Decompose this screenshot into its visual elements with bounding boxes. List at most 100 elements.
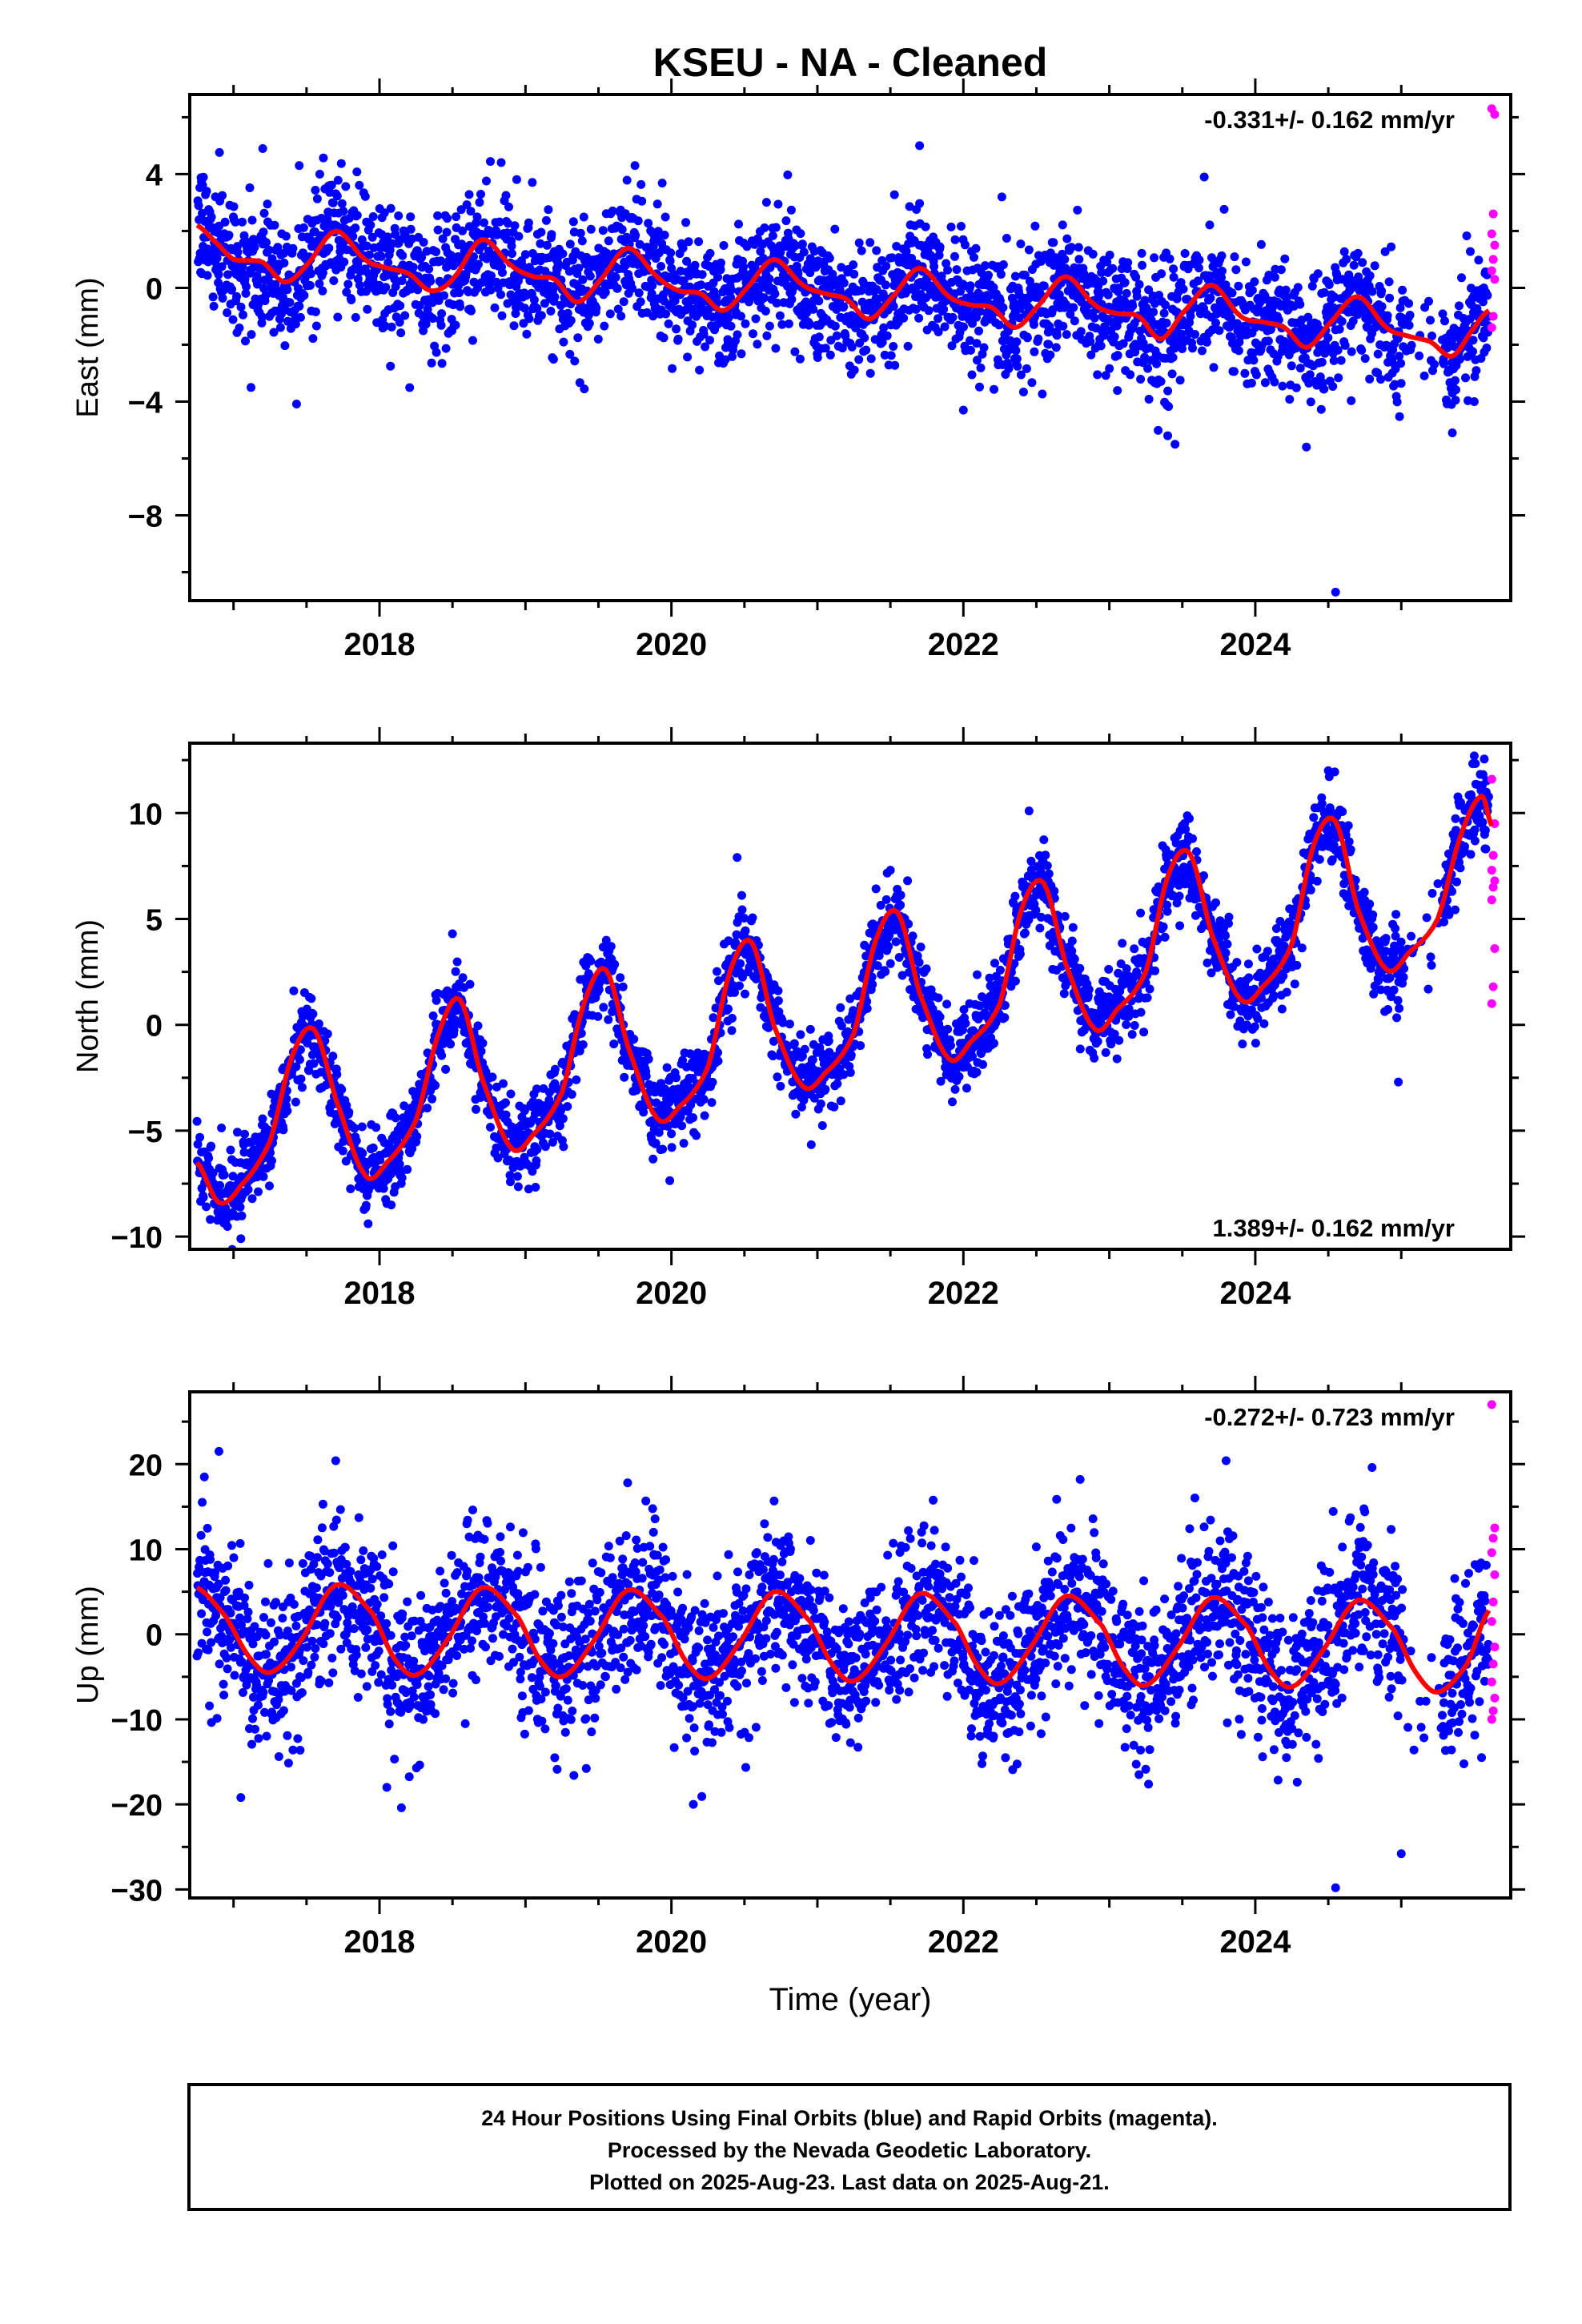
final-point xyxy=(950,251,959,261)
final-point xyxy=(403,1164,412,1174)
final-point xyxy=(872,285,881,294)
final-point xyxy=(508,249,516,259)
final-point xyxy=(705,248,715,258)
final-point xyxy=(466,207,476,216)
final-point xyxy=(464,190,474,199)
final-point xyxy=(546,307,556,316)
final-point xyxy=(1483,291,1492,300)
final-point xyxy=(728,352,737,361)
final-point xyxy=(1249,356,1259,365)
final-point xyxy=(1468,336,1478,345)
final-point xyxy=(531,1183,540,1192)
final-point xyxy=(1018,388,1028,396)
x-tick-label: 2020 xyxy=(636,627,707,662)
final-point xyxy=(877,337,887,347)
final-point xyxy=(697,280,706,290)
final-point xyxy=(1247,378,1256,388)
final-point xyxy=(1118,339,1128,348)
final-point xyxy=(595,978,604,987)
final-point xyxy=(761,198,771,207)
final-point xyxy=(357,235,367,244)
final-point xyxy=(1465,314,1475,324)
final-point xyxy=(891,937,901,947)
final-point xyxy=(295,1055,304,1064)
final-point xyxy=(233,1128,242,1137)
final-point xyxy=(1395,352,1404,361)
final-point xyxy=(825,350,835,360)
final-point xyxy=(379,208,389,218)
final-point xyxy=(1234,281,1243,291)
final-point xyxy=(437,1051,447,1060)
final-point xyxy=(520,250,530,259)
final-point xyxy=(1157,269,1166,279)
final-point xyxy=(283,285,292,295)
final-point xyxy=(1385,293,1395,303)
final-point xyxy=(741,926,750,935)
final-point xyxy=(536,239,545,248)
final-point xyxy=(1035,923,1045,933)
final-point xyxy=(258,312,267,322)
final-point xyxy=(263,199,272,209)
final-point xyxy=(716,265,725,275)
final-point xyxy=(548,1137,557,1147)
final-point xyxy=(576,228,585,238)
final-point xyxy=(1024,245,1034,255)
final-point xyxy=(984,271,993,279)
final-point xyxy=(762,331,772,340)
final-point xyxy=(705,336,714,345)
final-point xyxy=(740,914,749,923)
final-point xyxy=(476,1047,486,1056)
final-point xyxy=(787,295,797,304)
final-point xyxy=(291,1062,301,1072)
final-point xyxy=(193,1140,203,1149)
final-point xyxy=(1317,357,1327,367)
final-point xyxy=(1066,243,1076,252)
final-point xyxy=(214,270,223,279)
final-point xyxy=(252,271,262,280)
final-point xyxy=(1042,861,1052,870)
final-point xyxy=(765,321,774,331)
final-point xyxy=(344,1108,354,1117)
final-point xyxy=(427,358,436,368)
final-point xyxy=(1022,364,1031,373)
final-point xyxy=(1105,364,1114,373)
final-point xyxy=(512,175,521,184)
final-point xyxy=(295,1045,305,1055)
final-point xyxy=(212,253,222,263)
final-point xyxy=(474,259,483,269)
final-point xyxy=(532,1084,541,1094)
final-point xyxy=(478,1039,488,1048)
final-point xyxy=(713,272,722,282)
final-point xyxy=(966,345,975,355)
final-point xyxy=(1241,257,1251,267)
final-point xyxy=(808,1055,817,1064)
final-point xyxy=(1256,239,1266,249)
final-point xyxy=(644,219,653,228)
final-point xyxy=(351,223,360,233)
final-point xyxy=(375,1156,385,1164)
final-point xyxy=(396,328,406,338)
final-point xyxy=(1247,286,1257,295)
final-point xyxy=(1295,300,1305,309)
final-point xyxy=(558,1114,568,1124)
final-point xyxy=(673,334,683,344)
final-point xyxy=(1287,361,1296,371)
final-point xyxy=(291,320,300,329)
final-point xyxy=(1167,369,1177,379)
final-point xyxy=(351,1136,361,1145)
final-point xyxy=(1134,279,1144,289)
final-point xyxy=(199,1192,208,1202)
final-point xyxy=(498,267,507,277)
final-point xyxy=(1380,247,1390,256)
final-point xyxy=(297,1083,307,1092)
final-point xyxy=(911,304,921,314)
final-point xyxy=(383,232,392,242)
final-point xyxy=(1165,254,1174,263)
final-point xyxy=(400,1101,409,1111)
final-point xyxy=(235,324,244,332)
final-point xyxy=(207,1141,216,1151)
final-point xyxy=(1203,337,1211,347)
final-point xyxy=(672,324,681,334)
final-point xyxy=(438,234,448,243)
final-point xyxy=(578,275,588,284)
